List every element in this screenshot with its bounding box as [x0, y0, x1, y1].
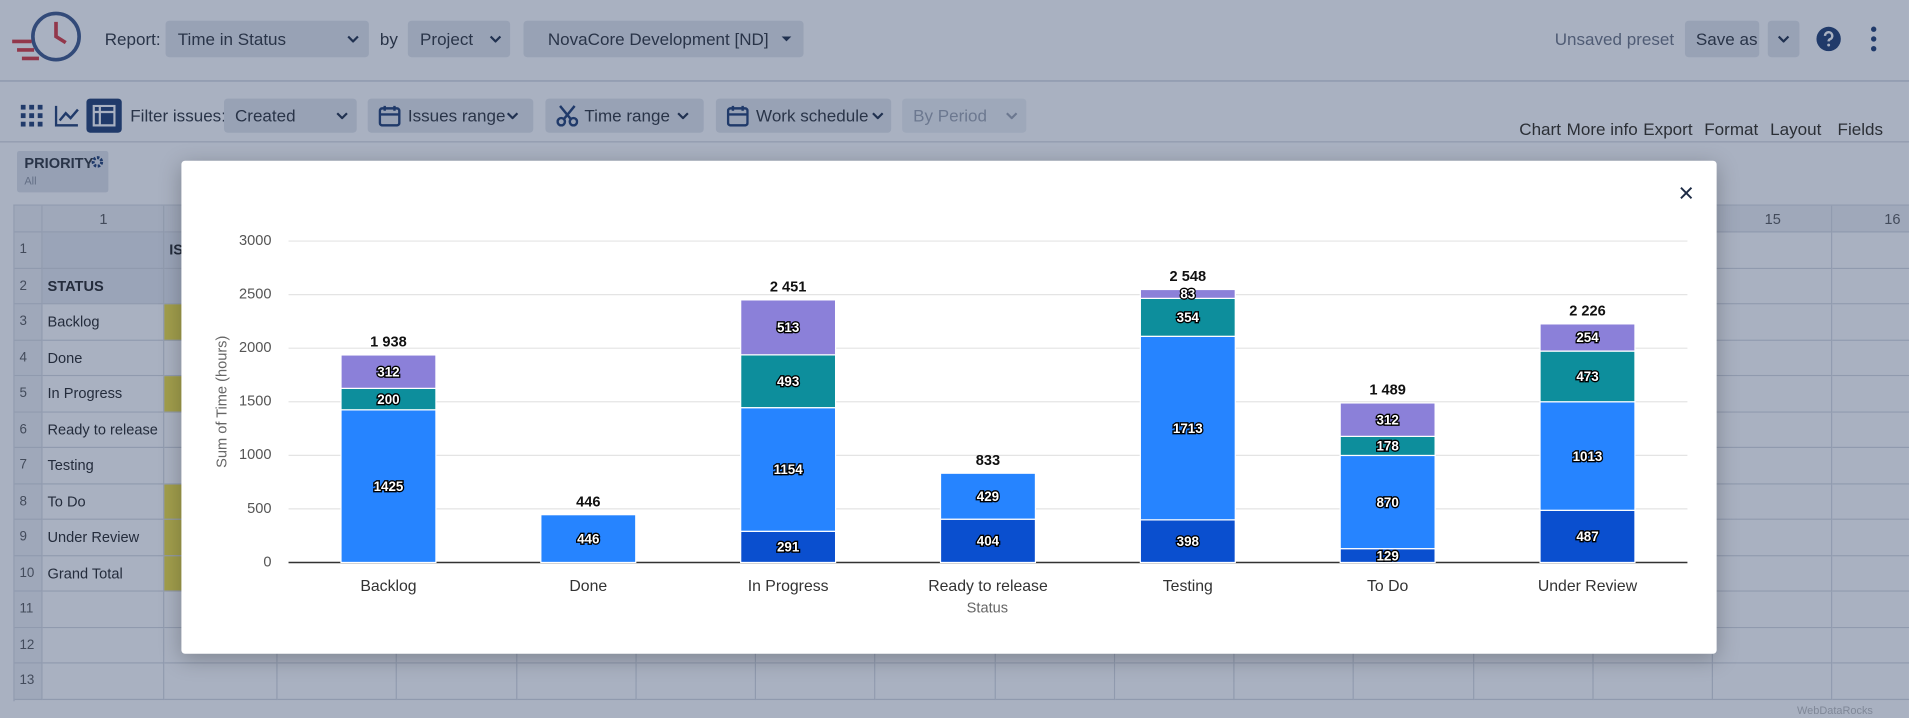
tool-label[interactable]: More info: [1567, 121, 1638, 138]
segment-label: 1713: [1173, 421, 1203, 436]
x-tick-label: Under Review: [1538, 578, 1638, 595]
segment-label: 1013: [1573, 449, 1603, 464]
x-tick-label: Ready to release: [928, 578, 1048, 595]
total-label: 1 938: [370, 335, 407, 351]
y-tick-label: 3000: [239, 233, 271, 249]
tool-label[interactable]: Format: [1704, 121, 1758, 138]
segment-label: 404: [977, 534, 1000, 549]
segment-label: 129: [1376, 548, 1398, 563]
total-label: 2 548: [1170, 269, 1207, 285]
segment-label: 312: [377, 364, 399, 379]
x-tick-label: Testing: [1163, 578, 1213, 595]
x-tick-label: Done: [569, 578, 607, 595]
y-tick-label: 1500: [239, 394, 271, 410]
total-label: 1 489: [1369, 383, 1406, 399]
total-label: 2 226: [1569, 304, 1606, 320]
segment-label: 178: [1376, 439, 1399, 454]
tool-label[interactable]: Export: [1643, 121, 1692, 138]
tool-label[interactable]: Layout: [1770, 121, 1821, 138]
segment-label: 473: [1576, 369, 1598, 384]
segment-label: 254: [1576, 330, 1599, 345]
total-label: 446: [576, 494, 600, 510]
segment-label: 398: [1177, 534, 1200, 549]
segment-label: 446: [577, 531, 599, 546]
chart: × Status Sum of Time (hours) 0 500 1000 150…: [181, 161, 1716, 654]
x-tick-label: In Progress: [748, 578, 829, 595]
y-tick-label: 2500: [239, 286, 271, 302]
chart-modal: × Status Sum of Time (hours) 0 500 1000 150…: [181, 161, 1716, 654]
segment-label: 487: [1576, 529, 1598, 544]
y-axis-title: Sum of Time (hours): [215, 336, 231, 468]
y-tick-label: 2000: [239, 340, 271, 356]
x-tick-label: Backlog: [360, 578, 416, 595]
segment-label: 200: [377, 392, 399, 407]
y-tick-label: 500: [247, 501, 271, 517]
segment-label: 291: [777, 540, 800, 555]
segment-label: 312: [1376, 412, 1398, 427]
y-tick-label: 1000: [239, 447, 271, 463]
segment-label: 83: [1180, 287, 1195, 302]
close-button[interactable]: ×: [1678, 178, 1694, 208]
segment-label: 870: [1376, 495, 1398, 510]
segment-label: 354: [1177, 310, 1200, 325]
segment-label: 429: [977, 489, 999, 504]
total-label: 2 451: [770, 280, 807, 296]
x-axis-title: Status: [967, 601, 1008, 617]
segment-label: 1425: [374, 479, 404, 494]
segment-label: 493: [777, 374, 799, 389]
tool-label[interactable]: Chart: [1519, 121, 1561, 138]
segment-label: 1154: [774, 462, 804, 477]
x-tick-label: To Do: [1367, 578, 1409, 595]
segment-label: 513: [777, 320, 799, 335]
total-label: 833: [976, 453, 1000, 469]
tool-label[interactable]: Fields: [1838, 121, 1883, 138]
y-tick-label: 0: [263, 554, 271, 570]
